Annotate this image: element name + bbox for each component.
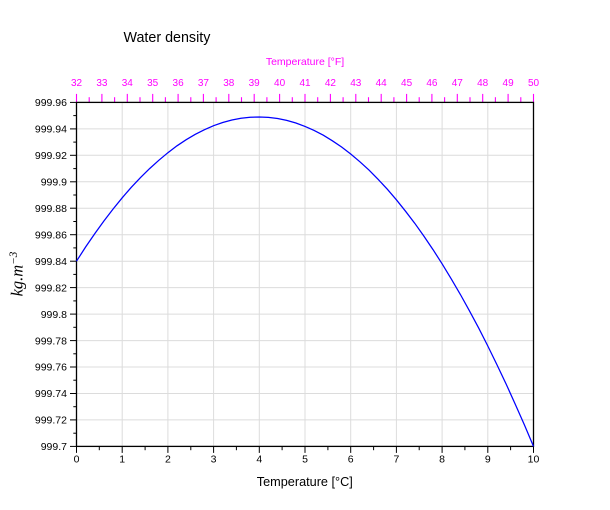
svg-text:Temperature [°F]: Temperature [°F] xyxy=(266,56,344,68)
svg-text:0: 0 xyxy=(74,454,80,466)
svg-text:999.74: 999.74 xyxy=(35,388,67,400)
svg-text:44: 44 xyxy=(376,78,388,89)
svg-text:41: 41 xyxy=(299,78,311,89)
svg-text:9: 9 xyxy=(485,454,491,466)
svg-text:42: 42 xyxy=(325,78,337,89)
svg-text:999.94: 999.94 xyxy=(35,124,67,136)
svg-text:999.84: 999.84 xyxy=(35,256,67,268)
svg-text:46: 46 xyxy=(426,78,438,89)
svg-text:38: 38 xyxy=(223,78,235,89)
svg-text:39: 39 xyxy=(249,78,261,89)
svg-text:999.7: 999.7 xyxy=(41,441,67,453)
svg-text:999.88: 999.88 xyxy=(35,203,67,215)
svg-text:2: 2 xyxy=(165,454,171,466)
svg-text:999.78: 999.78 xyxy=(35,335,67,347)
svg-text:Water density: Water density xyxy=(124,30,212,46)
svg-text:999.92: 999.92 xyxy=(35,150,67,162)
svg-text:32: 32 xyxy=(71,78,83,89)
svg-text:34: 34 xyxy=(122,78,134,89)
svg-text:43: 43 xyxy=(350,78,362,89)
svg-text:5: 5 xyxy=(302,454,308,466)
svg-text:6: 6 xyxy=(348,454,354,466)
svg-text:1: 1 xyxy=(119,454,125,466)
svg-text:3: 3 xyxy=(211,454,217,466)
svg-text:999.86: 999.86 xyxy=(35,229,67,241)
svg-text:45: 45 xyxy=(401,78,413,89)
svg-text:47: 47 xyxy=(452,78,464,89)
svg-text:10: 10 xyxy=(528,454,540,466)
svg-text:40: 40 xyxy=(274,78,286,89)
svg-text:999.76: 999.76 xyxy=(35,362,67,374)
svg-text:36: 36 xyxy=(173,78,185,89)
svg-text:999.96: 999.96 xyxy=(35,97,67,109)
svg-text:35: 35 xyxy=(147,78,159,89)
svg-text:kg.m−3: kg.m−3 xyxy=(8,251,27,296)
svg-text:8: 8 xyxy=(439,454,445,466)
svg-text:33: 33 xyxy=(96,78,108,89)
svg-text:7: 7 xyxy=(393,454,399,466)
svg-text:49: 49 xyxy=(503,78,515,89)
svg-text:999.8: 999.8 xyxy=(41,309,67,321)
svg-text:48: 48 xyxy=(477,78,489,89)
svg-text:999.82: 999.82 xyxy=(35,282,67,294)
svg-text:37: 37 xyxy=(198,78,210,89)
svg-text:999.72: 999.72 xyxy=(35,415,67,427)
svg-text:Temperature [°C]: Temperature [°C] xyxy=(257,475,353,489)
svg-text:4: 4 xyxy=(256,454,262,466)
svg-text:999.9: 999.9 xyxy=(41,177,67,189)
svg-text:50: 50 xyxy=(528,78,540,89)
